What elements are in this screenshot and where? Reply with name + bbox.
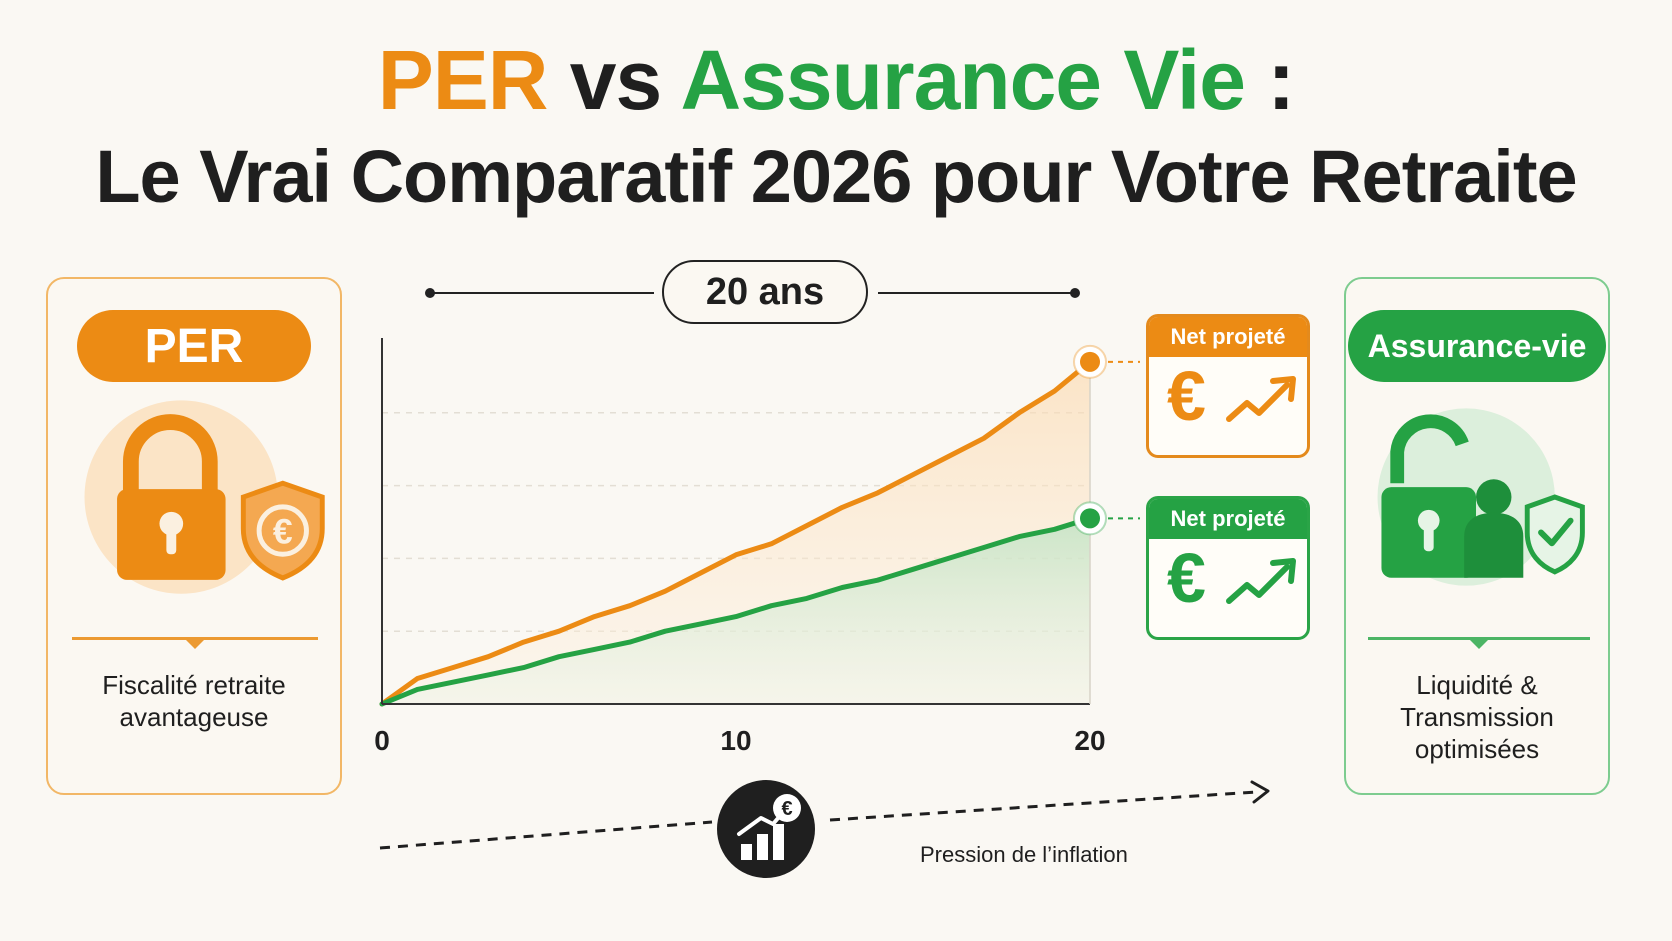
- x-tick-label: 10: [720, 725, 751, 756]
- inflation-arrow-right: [829, 790, 1257, 822]
- per-net-card-header: Net projeté: [1149, 317, 1307, 357]
- assurance_vie-line: [379, 515, 1093, 707]
- per-divider: [72, 637, 318, 649]
- duration-line-left: [432, 292, 654, 294]
- page-title: PER vs Assurance Vie :: [0, 38, 1672, 122]
- per-badge: PER: [77, 310, 311, 382]
- duration-line-right: [878, 292, 1078, 294]
- assurance-vie-net-card: Net projeté €: [1146, 496, 1310, 640]
- assurance-vie-caption-line: Liquidité &: [1416, 670, 1538, 700]
- assurance-vie-net-card-header: Net projeté: [1149, 499, 1307, 539]
- trend-up-icon: [1226, 558, 1296, 604]
- per-line: [379, 359, 1093, 707]
- bar-chart-euro-icon: €: [717, 780, 815, 878]
- per-caption-line: Fiscalité retraite: [102, 670, 286, 700]
- euro-icon: €: [1167, 539, 1206, 617]
- duration-label: 20 ans: [662, 260, 868, 324]
- euro-icon: €: [1167, 357, 1206, 435]
- x-tick-label: 20: [1074, 725, 1105, 756]
- inflation-label: Pression de l’inflation: [920, 842, 1128, 867]
- page-subtitle: Le Vrai Comparatif 2026 pour Votre Retra…: [95, 135, 1577, 218]
- assurance-vie-caption-line: Transmission: [1400, 702, 1554, 732]
- assurance-vie-divider: [1368, 637, 1590, 649]
- chart-ticks: 0 10 20: [374, 725, 1105, 756]
- duration-end-dot: [1070, 288, 1080, 298]
- svg-text:€: €: [273, 511, 293, 551]
- lock-euro-shield-icon: €: [84, 400, 325, 594]
- duration-start-dot: [425, 288, 435, 298]
- assurance_vie-endpoint: [1080, 508, 1100, 529]
- assurance-vie-badge: Assurance-vie: [1348, 310, 1606, 382]
- title-assurance-vie: Assurance Vie: [680, 33, 1245, 127]
- assurance-vie-caption-line: optimisées: [1414, 734, 1540, 764]
- title-vs: vs: [569, 33, 662, 127]
- per-caption-line: avantageuse: [119, 702, 269, 732]
- title-per: PER: [377, 33, 549, 127]
- chart-endpoints: [1073, 344, 1140, 536]
- chart-lines: [379, 359, 1093, 707]
- inflation-arrow-left: [379, 820, 713, 850]
- per-panel: PER € Fiscalité retraite avantageuse: [46, 277, 342, 795]
- title-colon: :: [1267, 33, 1295, 127]
- x-tick-label: 0: [374, 725, 390, 756]
- open-lock-person-check-shield-icon: [1377, 408, 1585, 586]
- per-endpoint: [1080, 351, 1100, 372]
- per-net-card: Net projeté €: [1146, 314, 1310, 458]
- trend-up-icon: [1226, 376, 1296, 422]
- assurance-vie-panel: Assurance-vie Liquidité & Transmission o…: [1344, 277, 1610, 795]
- svg-text:€: €: [781, 798, 792, 820]
- inflation-arrowhead: [1250, 780, 1270, 804]
- assurance-vie-caption: Liquidité & Transmission optimisées: [1356, 669, 1598, 765]
- per-caption: Fiscalité retraite avantageuse: [58, 669, 330, 733]
